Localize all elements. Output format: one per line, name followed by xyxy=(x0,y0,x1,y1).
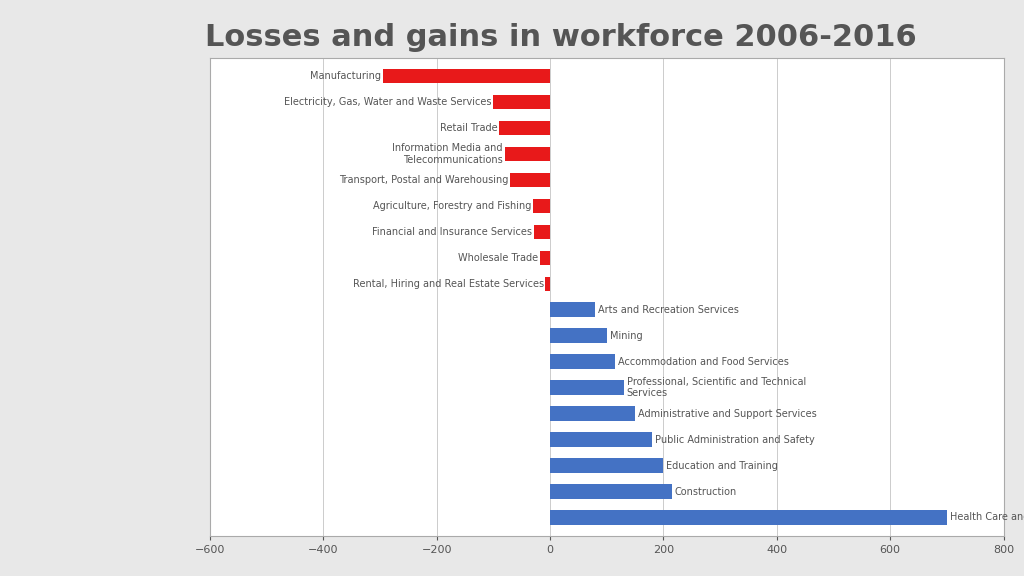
Bar xyxy=(494,94,550,109)
Text: Arts and Recreation Services: Arts and Recreation Services xyxy=(598,305,739,314)
Text: Agriculture, Forestry and Fishing: Agriculture, Forestry and Fishing xyxy=(373,200,531,211)
Text: Electricity, Gas, Water and Waste Services: Electricity, Gas, Water and Waste Servic… xyxy=(284,97,492,107)
Bar xyxy=(550,433,652,447)
Bar xyxy=(550,328,606,343)
Text: Administrative and Support Services: Administrative and Support Services xyxy=(638,408,817,419)
Text: Manufacturing: Manufacturing xyxy=(310,71,381,81)
Text: Losses and gains in workforce 2006-2016: Losses and gains in workforce 2006-2016 xyxy=(205,23,916,52)
Bar xyxy=(550,510,947,525)
Bar xyxy=(534,199,550,213)
Text: Construction: Construction xyxy=(675,487,737,497)
Text: Financial and Insurance Services: Financial and Insurance Services xyxy=(373,227,532,237)
Text: Mining: Mining xyxy=(609,331,642,340)
Text: Transport, Postal and Warehousing: Transport, Postal and Warehousing xyxy=(339,175,509,185)
Bar xyxy=(535,225,550,239)
Text: Information Media and
Telecommunications: Information Media and Telecommunications xyxy=(392,143,503,165)
Text: Health Care and Social Assistance: Health Care and Social Assistance xyxy=(949,513,1024,522)
Bar xyxy=(510,173,550,187)
Text: Education and Training: Education and Training xyxy=(667,461,778,471)
Text: Accommodation and Food Services: Accommodation and Food Services xyxy=(618,357,788,366)
Bar xyxy=(540,251,550,265)
Bar xyxy=(499,120,550,135)
Text: Retail Trade: Retail Trade xyxy=(439,123,498,132)
Text: Professional, Scientific and Technical
Services: Professional, Scientific and Technical S… xyxy=(627,377,806,399)
Bar xyxy=(550,354,615,369)
Bar xyxy=(550,484,672,499)
Text: Wholesale Trade: Wholesale Trade xyxy=(458,253,539,263)
Bar xyxy=(550,380,624,395)
Bar xyxy=(550,302,595,317)
Bar xyxy=(383,69,550,83)
Bar xyxy=(546,276,550,291)
Text: Rental, Hiring and Real Estate Services: Rental, Hiring and Real Estate Services xyxy=(352,279,544,289)
Text: Public Administration and Safety: Public Administration and Safety xyxy=(655,434,815,445)
Bar xyxy=(505,146,550,161)
Bar xyxy=(550,407,635,420)
Bar xyxy=(550,458,664,473)
